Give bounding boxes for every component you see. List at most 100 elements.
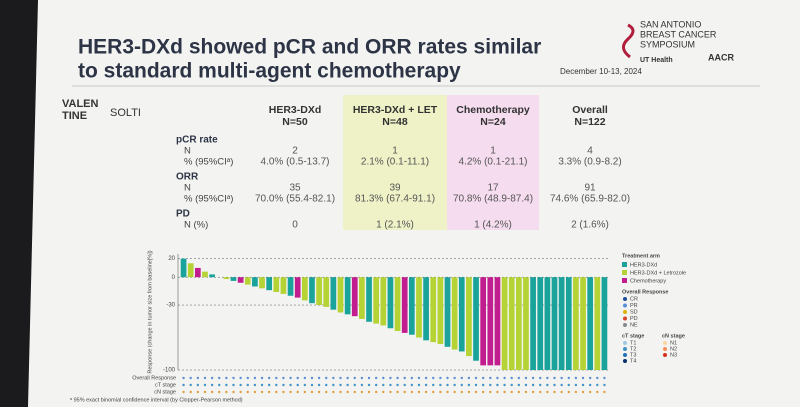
track-dot — [481, 383, 485, 387]
track-dot — [210, 383, 214, 387]
track-dot — [574, 376, 578, 380]
track-dot — [374, 390, 378, 394]
legend-label: T2 — [630, 346, 636, 352]
track-dot — [353, 383, 356, 387]
track-dot — [539, 383, 542, 387]
track-dot — [367, 390, 371, 394]
track-dot — [382, 376, 385, 380]
track-dot — [289, 376, 292, 380]
row-head: ORR — [176, 172, 199, 183]
bar — [287, 277, 294, 296]
title-line: HER3-DXd showed pCR and ORR rates simila… — [78, 36, 541, 59]
legend-title: Overall Response — [622, 289, 668, 295]
track-dot — [539, 376, 542, 380]
legend-label: N2 — [670, 346, 677, 352]
track-dot — [296, 390, 299, 394]
bar — [187, 263, 194, 278]
track-dot — [332, 376, 335, 380]
track-label: cN stage — [154, 389, 176, 395]
track-dot — [239, 383, 242, 387]
track-dot — [232, 376, 235, 380]
bar — [580, 277, 586, 370]
track-dot — [346, 376, 349, 380]
track-dot — [196, 383, 200, 387]
track-dot — [339, 390, 342, 394]
bar — [380, 277, 387, 326]
column-n: N=50 — [282, 116, 308, 128]
track-dot — [317, 376, 321, 380]
cell: 4.2% (0.1-21.1) — [459, 157, 528, 168]
y-tick-label: -30 — [166, 303, 175, 309]
bar — [202, 271, 208, 278]
track-dot — [432, 390, 435, 394]
track-dot — [510, 390, 513, 394]
cell: 3.3% (0.9-8.2) — [558, 157, 621, 168]
track-dot — [588, 376, 592, 380]
bar — [266, 277, 273, 291]
track-dot — [246, 376, 249, 380]
track-dot — [546, 390, 549, 394]
bar — [337, 277, 344, 313]
date: December 10-13, 2024 — [560, 67, 642, 76]
track-dot — [210, 376, 214, 380]
track-dot — [218, 383, 221, 387]
cell: 70.8% (48.9-87.4) — [453, 194, 533, 205]
bar — [223, 277, 230, 280]
track-dot — [396, 383, 399, 387]
track-dot — [531, 390, 535, 394]
track-dot — [189, 390, 192, 394]
track-dot — [446, 390, 449, 394]
conference-name: BREAST CANCER — [640, 29, 717, 39]
legend-dot — [623, 310, 627, 314]
track-dot — [218, 376, 221, 380]
legend-label: N1 — [670, 340, 677, 346]
track-dot — [467, 376, 471, 380]
track-dot — [574, 390, 578, 394]
track-dot — [325, 376, 328, 380]
title-line: to standard multi-agent chemotherapy — [78, 60, 461, 83]
legend-label: N3 — [670, 352, 677, 358]
bar — [451, 277, 458, 350]
track-dot — [546, 376, 549, 380]
legend-dot — [623, 341, 627, 345]
track-dot — [560, 383, 563, 387]
track-label: Overall Response — [132, 375, 176, 381]
track-dot — [474, 383, 478, 387]
track-dot — [189, 383, 192, 387]
bar — [237, 277, 244, 283]
track-dot — [260, 390, 264, 394]
bar — [408, 277, 415, 335]
track-dot — [218, 390, 221, 394]
bar — [551, 277, 558, 370]
track-dot — [360, 376, 364, 380]
bar — [273, 277, 280, 293]
cell: 81.3% (67.4-91.1) — [355, 194, 435, 205]
bar — [301, 277, 308, 301]
track-dot — [246, 390, 249, 394]
track-dot — [424, 376, 428, 380]
bar — [209, 274, 215, 278]
track-dot — [410, 376, 414, 380]
bar — [565, 277, 572, 370]
bar — [359, 277, 365, 319]
track-dot — [253, 376, 257, 380]
track-dot — [581, 390, 585, 394]
track-dot — [403, 390, 406, 394]
bar — [515, 277, 522, 370]
bar — [508, 277, 515, 370]
track-dot — [353, 390, 356, 394]
legend-label: CR — [630, 296, 638, 302]
track-dot — [432, 383, 435, 387]
bar — [244, 277, 251, 285]
track-dot — [496, 390, 499, 394]
track-dot — [417, 383, 421, 387]
track-dot — [603, 390, 606, 394]
bar — [544, 277, 551, 370]
bar — [530, 277, 536, 370]
track-dot — [517, 376, 521, 380]
cell: 1 — [392, 146, 398, 157]
track-dot — [232, 390, 235, 394]
track-dot — [303, 390, 307, 394]
track-dot — [282, 390, 285, 394]
